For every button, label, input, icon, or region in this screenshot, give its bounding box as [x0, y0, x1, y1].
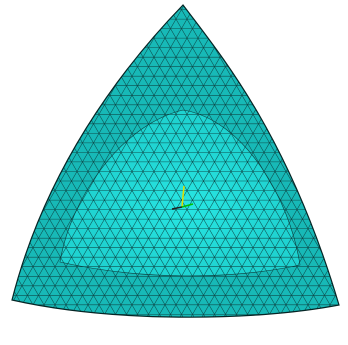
model-outline	[11, 4, 340, 318]
coordinate-triad-icon	[171, 185, 194, 210]
inner-face-edge	[59, 109, 301, 277]
inner-spherical-face	[60, 110, 300, 276]
